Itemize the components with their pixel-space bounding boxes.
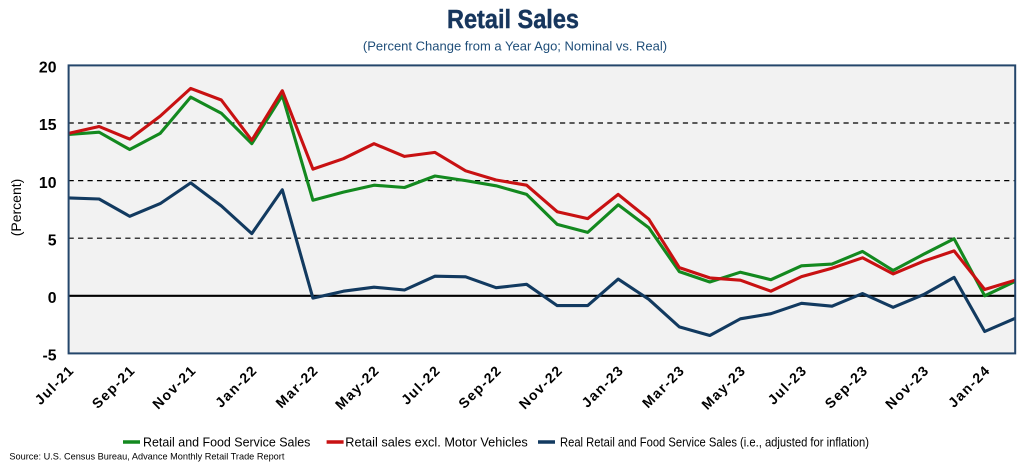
svg-text:Sep-21: Sep-21 — [89, 362, 139, 412]
svg-text:15: 15 — [39, 117, 57, 134]
svg-text:May-22: May-22 — [332, 362, 383, 413]
svg-text:Sep-23: Sep-23 — [821, 362, 871, 412]
svg-text:Nov-22: Nov-22 — [516, 362, 566, 412]
svg-text:Nov-21: Nov-21 — [149, 362, 199, 412]
svg-text:Jul-21: Jul-21 — [31, 362, 77, 408]
svg-text:(Percent): (Percent) — [8, 179, 24, 237]
svg-text:Real Retail and Food Service S: Real Retail and Food Service Sales (i.e.… — [560, 435, 869, 449]
svg-text:0: 0 — [48, 290, 57, 307]
svg-text:5: 5 — [48, 232, 57, 249]
svg-text:20: 20 — [39, 60, 57, 77]
svg-text:May-23: May-23 — [698, 362, 749, 413]
svg-text:Jul-23: Jul-23 — [764, 362, 810, 408]
svg-text:Retail and Food Service Sales: Retail and Food Service Sales — [143, 435, 310, 449]
svg-text:(Percent Change from a Year Ag: (Percent Change from a Year Ago; Nominal… — [363, 39, 667, 54]
svg-text:Retail sales excl. Motor Vehic: Retail sales excl. Motor Vehicles — [345, 435, 528, 449]
svg-text:Jan-24: Jan-24 — [945, 362, 994, 411]
svg-text:-5: -5 — [42, 348, 56, 365]
svg-text:Mar-23: Mar-23 — [639, 362, 688, 411]
svg-text:10: 10 — [39, 175, 57, 192]
svg-text:Sep-22: Sep-22 — [455, 362, 505, 412]
svg-text:Source: U.S. Census Bureau, Ad: Source: U.S. Census Bureau, Advance Mont… — [9, 452, 284, 462]
svg-text:Retail Sales: Retail Sales — [447, 6, 579, 34]
svg-text:Jan-23: Jan-23 — [578, 362, 627, 411]
svg-text:Jan-22: Jan-22 — [212, 362, 261, 411]
svg-text:Mar-22: Mar-22 — [272, 362, 321, 411]
svg-text:Jul-22: Jul-22 — [398, 362, 444, 408]
svg-text:Nov-23: Nov-23 — [882, 362, 932, 412]
